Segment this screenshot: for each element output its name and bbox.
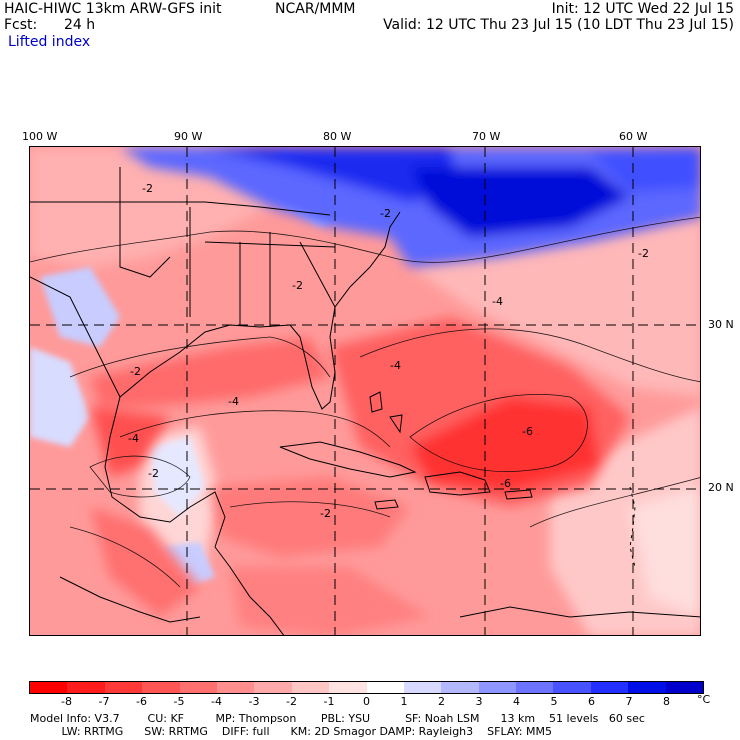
forecast-label: Fcst: xyxy=(4,17,38,33)
colorbar-swatch xyxy=(366,682,404,693)
lon-label-90w: 90 W xyxy=(174,130,203,143)
colorbar-tick-label: 3 xyxy=(475,695,483,708)
colorbar-tick-label: -3 xyxy=(248,695,260,708)
colorbar-tick-label: 1 xyxy=(400,695,408,708)
colorbar-tick-label: -5 xyxy=(173,695,185,708)
colorbar-swatch xyxy=(628,682,666,693)
contour-label: -2 xyxy=(380,207,391,220)
model-title: HAIC-HIWC 13km ARW-GFS init xyxy=(4,1,222,17)
lon-label-60w: 60 W xyxy=(619,130,648,143)
map-canvas: -2 -2 -2 -4 -2 -2 -4 -6 -4 -2 -4 -2 -6 xyxy=(30,147,700,635)
contour-label: -6 xyxy=(522,425,533,438)
colorbar-swatch xyxy=(104,682,143,693)
colorbar-tick-label: 5 xyxy=(550,695,558,708)
colorbar xyxy=(29,681,704,694)
contour-label: -2 xyxy=(320,507,331,520)
deep-red-regions xyxy=(90,317,630,635)
coastlines xyxy=(30,167,700,635)
contour-label: -2 xyxy=(292,279,303,292)
lon-label-80w: 80 W xyxy=(323,130,352,143)
model-info-line1: Model Info: V3.7 CU: KF MP: Thompson PBL… xyxy=(30,712,645,725)
colorbar-swatch xyxy=(216,682,255,693)
colorbar-tick-label: -7 xyxy=(98,695,110,708)
colorbar-tick-label: 0 xyxy=(363,695,370,708)
colorbar-tick-label: -2 xyxy=(286,695,297,708)
contour-label: -4 xyxy=(128,432,139,445)
contour-label: -2 xyxy=(638,247,649,260)
colorbar-swatch xyxy=(179,682,217,693)
blue-region-north xyxy=(120,147,700,267)
contour-label: -4 xyxy=(492,295,503,308)
lat-label-20n: 20 N xyxy=(708,481,734,494)
contour-label: -2 xyxy=(130,365,141,378)
valid-time: Valid: 12 UTC Thu 23 Jul 15 (10 LDT Thu … xyxy=(383,17,734,33)
lon-label-70w: 70 W xyxy=(472,130,501,143)
colorbar-tick-label: -1 xyxy=(323,695,335,708)
colorbar-swatch xyxy=(291,682,330,693)
contour-label-group: -2 -2 -2 -4 -2 -2 -4 -6 -4 -2 -4 -2 -6 xyxy=(128,182,649,520)
colorbar-tick-label: 2 xyxy=(438,695,445,708)
colorbar-swatch xyxy=(478,682,517,693)
forecast-hour: 24 h xyxy=(64,17,96,33)
colorbar-tick-label: -6 xyxy=(136,695,147,708)
colorbar-tick-label: 6 xyxy=(588,695,595,708)
colorbar-swatch xyxy=(403,682,442,693)
colorbar-swatch xyxy=(329,682,367,693)
lat-label-30n: 30 N xyxy=(708,318,734,331)
colorbar-tick-label: 8 xyxy=(663,695,670,708)
colorbar-swatch xyxy=(590,682,629,693)
colorbar-swatch xyxy=(30,682,68,693)
colorbar-swatch xyxy=(67,682,105,693)
contour-lines xyxy=(30,216,700,588)
lon-label-100w: 100 W xyxy=(22,130,58,143)
org-label: NCAR/MMM xyxy=(275,1,356,17)
colorbar-swatch xyxy=(516,682,554,693)
colorbar-unit: °C xyxy=(697,693,711,706)
colorbar-swatch xyxy=(142,682,180,693)
colorbar-swatch xyxy=(441,682,479,693)
contour-label: -2 xyxy=(142,182,153,195)
lat-lon-grid xyxy=(30,147,700,635)
colorbar-tick-label: -8 xyxy=(61,695,72,708)
colorbar-tick-label: -4 xyxy=(211,695,222,708)
model-info-line2: LW: RRTMG SW: RRTMG DIFF: full KM: 2D Sm… xyxy=(30,725,552,738)
field-name: Lifted index xyxy=(8,34,91,50)
colorbar-swatch xyxy=(553,682,591,693)
colorbar-swatch xyxy=(665,682,704,693)
lifted-index-map: -2 -2 -2 -4 -2 -2 -4 -6 -4 -2 -4 -2 -6 xyxy=(29,146,701,636)
contour-label: -6 xyxy=(500,477,511,490)
colorbar-tick-label: 4 xyxy=(513,695,520,708)
colorbar-tick-label: 7 xyxy=(625,695,633,708)
contour-label: -4 xyxy=(228,395,239,408)
init-time: Init: 12 UTC Wed 22 Jul 15 xyxy=(551,1,734,17)
contour-label: -2 xyxy=(148,467,159,480)
colorbar-swatch xyxy=(254,682,292,693)
contour-label: -4 xyxy=(390,359,401,372)
